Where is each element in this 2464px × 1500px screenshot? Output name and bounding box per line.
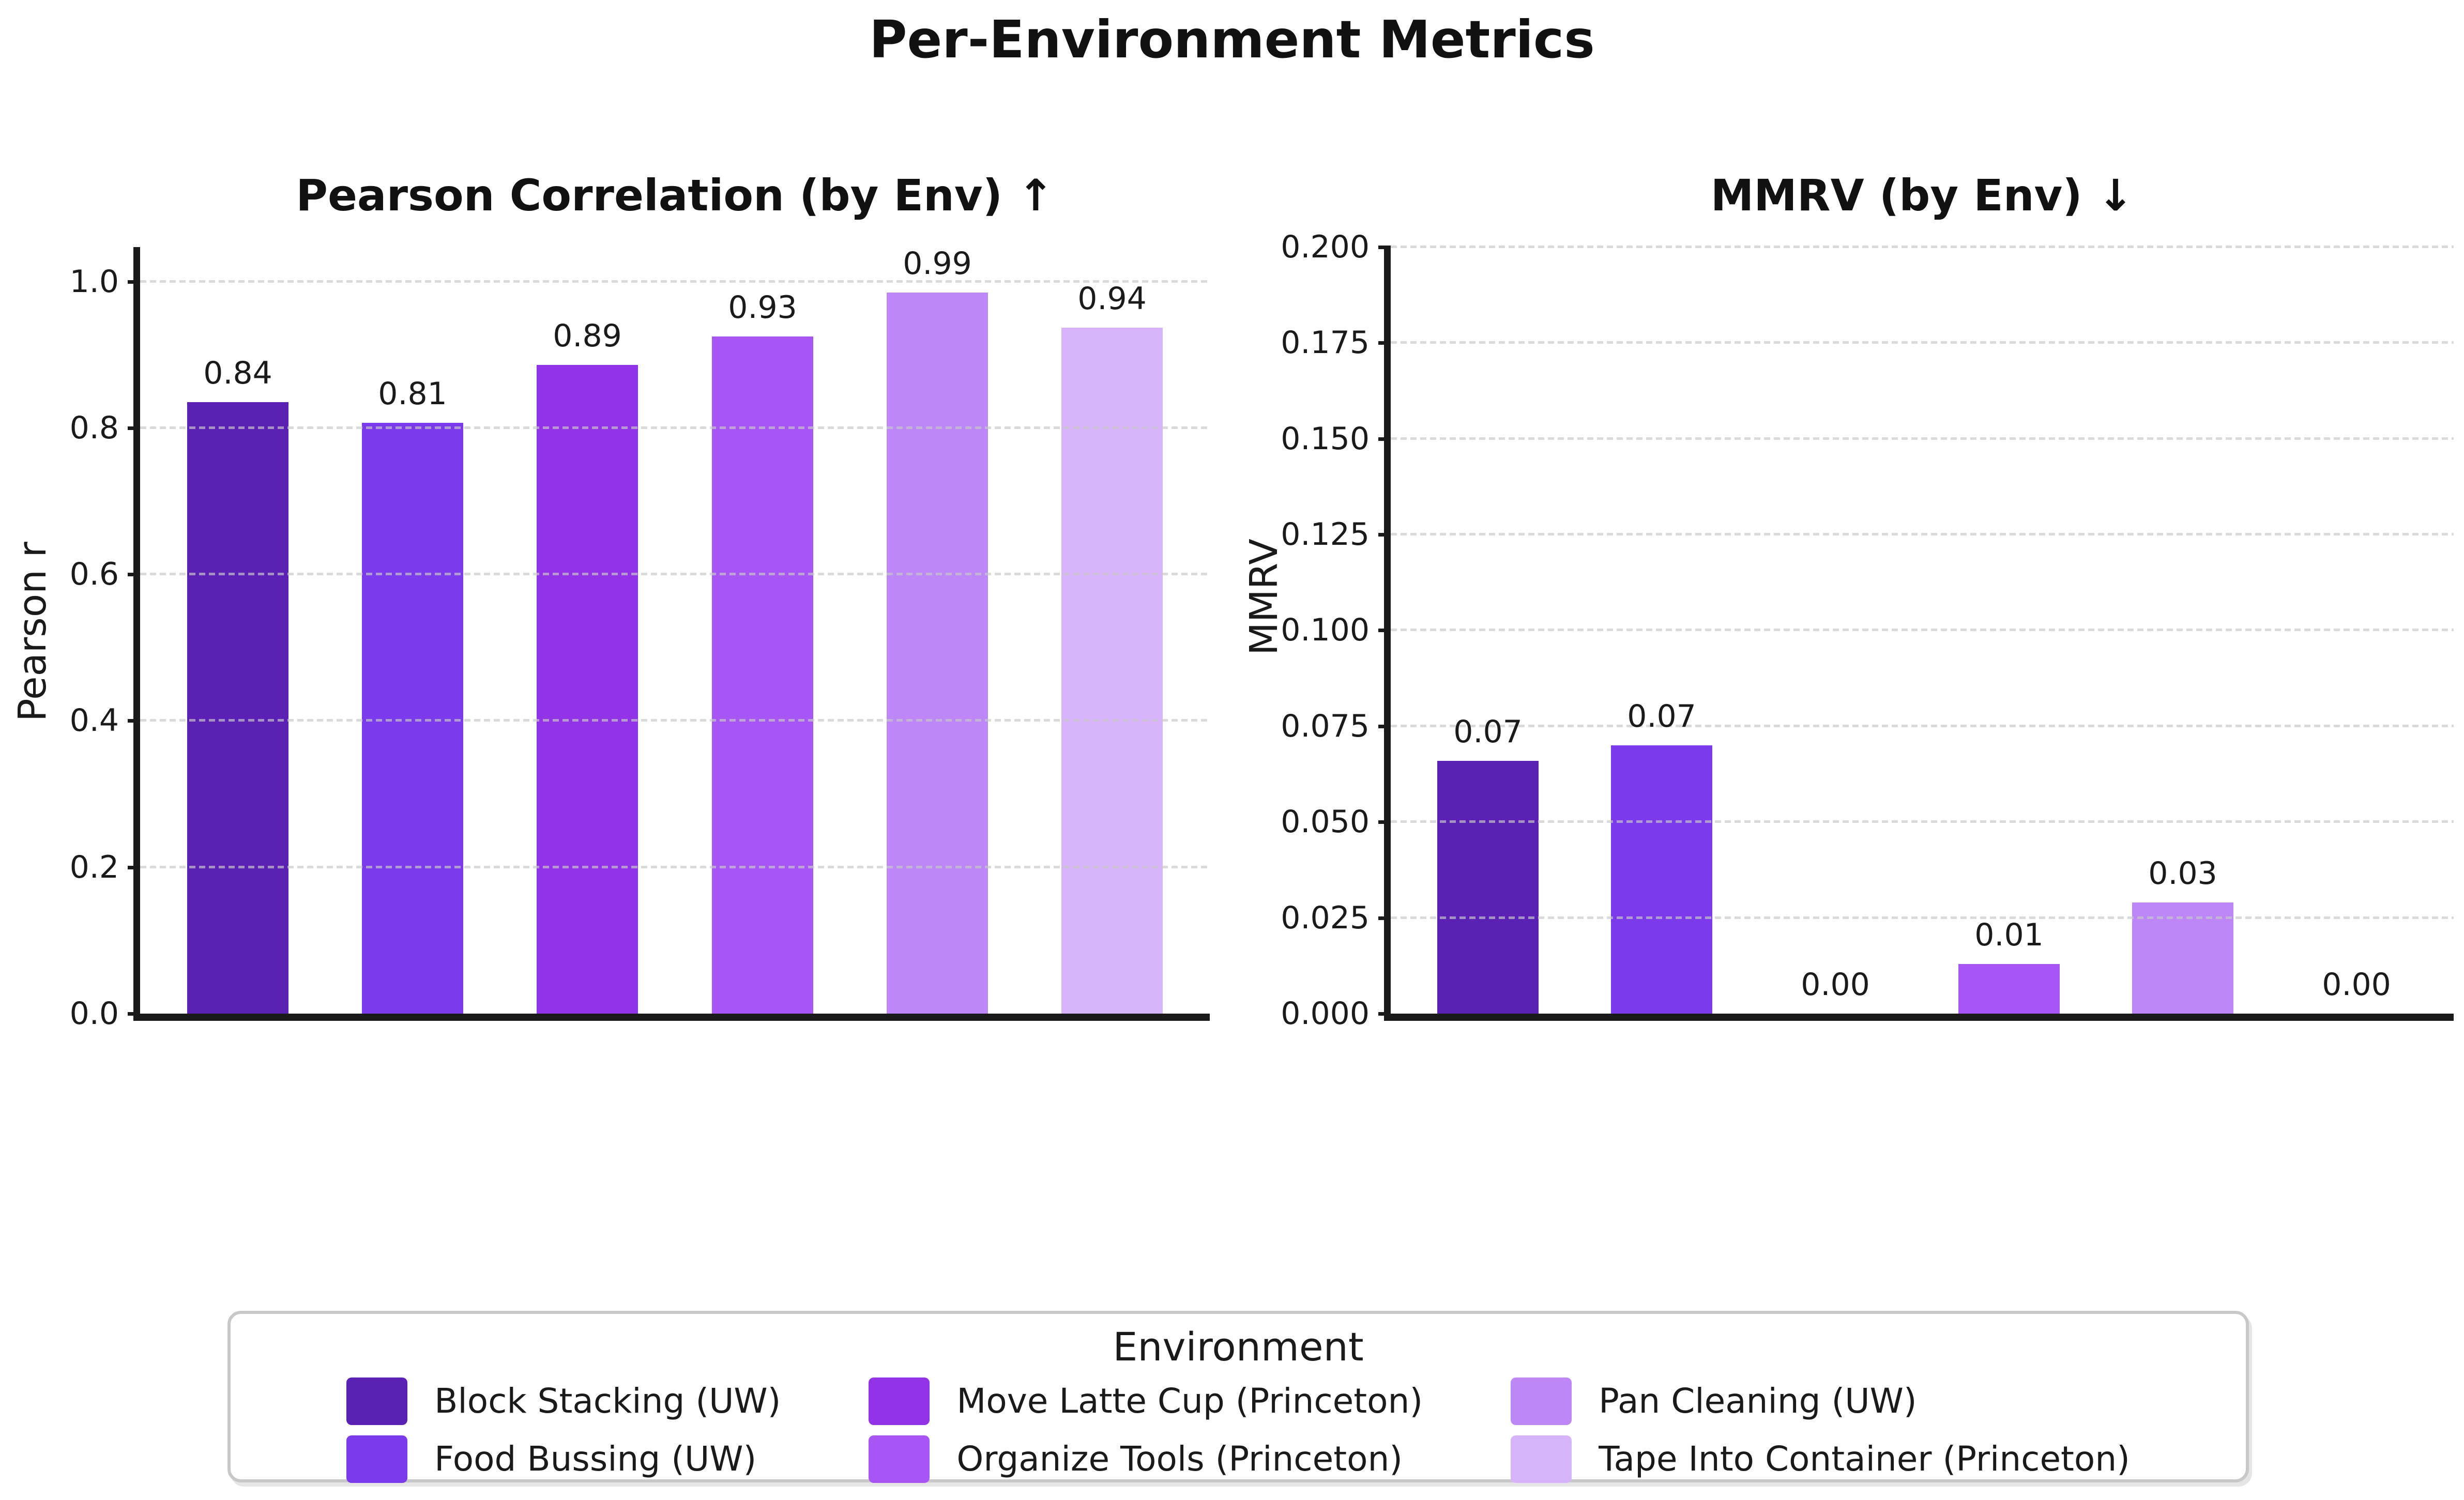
legend-column: Pan Cleaning (UW) Tape Into Container (Pr… — [1511, 1376, 2130, 1484]
bar-value-label: 0.00 — [1801, 967, 1870, 1003]
bar — [887, 293, 988, 1014]
y-tick-label: 0.175 — [1281, 325, 1370, 361]
legend-item-label: Food Bussing (UW) — [434, 1439, 757, 1479]
bar-value-label: 0.07 — [1453, 714, 1523, 750]
gridline — [1391, 916, 2454, 919]
bar-value-label: 0.81 — [378, 376, 447, 412]
legend-swatch — [1511, 1377, 1572, 1426]
gridline — [1391, 246, 2454, 248]
bar-value-label: 0.07 — [1627, 698, 1696, 734]
bar — [187, 402, 288, 1014]
y-tick-mark — [128, 573, 140, 576]
y-tick-mark — [128, 866, 140, 869]
y-tick-label: 0.025 — [1281, 900, 1370, 936]
plot-area: 0.07 0.07 0.00 0.01 0.03 0.00 0.000 0.025 0.050 0… — [1281, 232, 2454, 1029]
y-tick-label: 0.125 — [1281, 516, 1370, 553]
y-tick-mark — [1378, 246, 1391, 249]
y-tick-mark — [128, 719, 140, 723]
y-tick-label: 0.2 — [69, 849, 119, 885]
legend-swatch — [1511, 1435, 1572, 1483]
bar — [1958, 964, 2060, 1014]
gridline — [1391, 437, 2454, 440]
bar — [712, 336, 813, 1014]
y-tick-label: 0.050 — [1281, 804, 1370, 840]
legend-column: Move Latte Cup (Princeton) Organize Tools… — [869, 1376, 1423, 1484]
y-tick-mark — [1378, 341, 1391, 345]
gridline — [1391, 629, 2454, 631]
gridline — [1391, 725, 2454, 727]
y-tick-label: 0.8 — [69, 410, 119, 446]
gridline — [140, 426, 1210, 429]
bar-value-label: 0.93 — [728, 289, 797, 326]
legend-swatch — [346, 1435, 408, 1483]
y-tick-mark — [1378, 916, 1391, 920]
legend-item: Food Bussing (UW) — [346, 1434, 781, 1484]
legend-item-label: Tape Into Container (Princeton) — [1599, 1439, 2130, 1479]
bar — [2132, 902, 2233, 1014]
y-tick-label: 0.6 — [69, 556, 119, 592]
gridline — [1391, 533, 2454, 535]
y-tick-mark — [1378, 725, 1391, 728]
figure-title: Per-Environment Metrics — [869, 9, 1595, 70]
y-tick-mark — [128, 280, 140, 284]
legend-swatch — [346, 1377, 408, 1426]
bar-value-label: 0.84 — [203, 355, 272, 391]
legend-swatch — [869, 1435, 930, 1483]
y-tick-label: 0.075 — [1281, 708, 1370, 744]
y-tick-mark — [1378, 820, 1391, 824]
legend: Environment Block Stacking (UW) Food Buss… — [227, 1311, 2249, 1484]
gridline — [140, 719, 1210, 722]
y-tick-label: 0.200 — [1281, 229, 1370, 265]
y-tick-label: 0.0 — [69, 996, 119, 1032]
legend-item-label: Pan Cleaning (UW) — [1599, 1381, 1917, 1421]
y-axis-label: MMRV — [1242, 539, 1286, 655]
gridline — [1391, 341, 2454, 344]
legend-item: Organize Tools (Princeton) — [869, 1434, 1423, 1484]
gridline — [140, 280, 1210, 283]
bar — [1611, 745, 1712, 1014]
bar-value-label: 0.99 — [903, 246, 972, 282]
bar-value-label: 0.01 — [1974, 917, 2044, 953]
y-tick-mark — [1378, 1012, 1391, 1016]
y-tick-label: 0.000 — [1281, 996, 1370, 1032]
y-tick-label: 1.0 — [69, 264, 119, 300]
legend-title: Environment — [1113, 1324, 1364, 1370]
bar — [1437, 761, 1539, 1014]
legend-item-label: Organize Tools (Princeton) — [956, 1439, 1403, 1479]
bar — [537, 365, 638, 1014]
subplot-title: MMRV (by Env) ↓ — [1710, 170, 2134, 221]
gridline — [140, 866, 1210, 868]
bar-value-label: 0.89 — [553, 318, 622, 354]
legend-column: Block Stacking (UW) Food Bussing (UW) — [346, 1376, 781, 1484]
legend-item: Tape Into Container (Princeton) — [1511, 1434, 2130, 1484]
legend-item-label: Move Latte Cup (Princeton) — [956, 1381, 1423, 1421]
plot-area: 0.84 0.81 0.89 0.93 0.99 0.94 0.0 0.2 0.4 0.6 0.8 1… — [70, 246, 1210, 1029]
legend-item: Move Latte Cup (Princeton) — [869, 1376, 1423, 1426]
legend-item: Pan Cleaning (UW) — [1511, 1376, 2130, 1426]
legend-item: Block Stacking (UW) — [346, 1376, 781, 1426]
y-tick-label: 0.100 — [1281, 612, 1370, 648]
bar-value-label: 0.00 — [2322, 967, 2391, 1003]
y-tick-label: 0.150 — [1281, 421, 1370, 457]
y-tick-mark — [128, 1012, 140, 1016]
y-tick-mark — [1378, 533, 1391, 537]
subplot-title: Pearson Correlation (by Env) ↑ — [296, 170, 1054, 221]
bar — [362, 423, 463, 1014]
legend-item-label: Block Stacking (UW) — [434, 1381, 781, 1421]
gridline — [140, 573, 1210, 575]
gridline — [1391, 820, 2454, 823]
bar — [1061, 328, 1163, 1014]
legend-swatch — [869, 1377, 930, 1426]
y-tick-label: 0.4 — [69, 702, 119, 739]
y-tick-mark — [128, 426, 140, 430]
bar-value-label: 0.94 — [1077, 281, 1147, 317]
y-tick-mark — [1378, 629, 1391, 632]
y-tick-mark — [1378, 437, 1391, 441]
bar-value-label: 0.03 — [2148, 855, 2217, 892]
legend-columns: Block Stacking (UW) Food Bussing (UW) Move… — [231, 1376, 2246, 1484]
